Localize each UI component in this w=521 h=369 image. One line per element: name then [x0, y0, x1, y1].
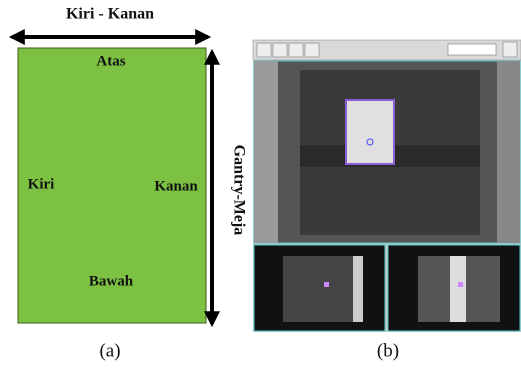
figure: Kiri - Kanan Atas Kiri Kanan Bawah Gantr… — [0, 0, 521, 369]
bev-field — [283, 256, 353, 322]
label-left: Kiri — [28, 176, 55, 192]
screenshot — [253, 40, 521, 332]
bev-bar — [353, 256, 363, 322]
tool-button[interactable] — [273, 43, 287, 57]
top-arrow-label: Kiri - Kanan — [66, 6, 154, 23]
help-button[interactable] — [503, 42, 517, 57]
tool-button[interactable] — [257, 43, 271, 57]
caption-a: (a) — [99, 340, 120, 361]
tool-button[interactable] — [305, 43, 319, 57]
label-top: Atas — [96, 53, 125, 69]
trial-dropdown[interactable] — [448, 44, 496, 55]
bev-bar — [450, 256, 466, 322]
label-right: Kanan — [154, 178, 198, 194]
side-band — [254, 61, 278, 243]
side-arrow-label: Gantry-Meja — [230, 145, 247, 236]
marker — [324, 282, 329, 287]
caption-b: (b) — [377, 340, 399, 361]
side-band — [497, 61, 520, 243]
marker — [458, 282, 463, 287]
tool-button[interactable] — [289, 43, 303, 57]
field-aperture — [346, 100, 394, 164]
label-bottom: Bawah — [89, 273, 134, 289]
